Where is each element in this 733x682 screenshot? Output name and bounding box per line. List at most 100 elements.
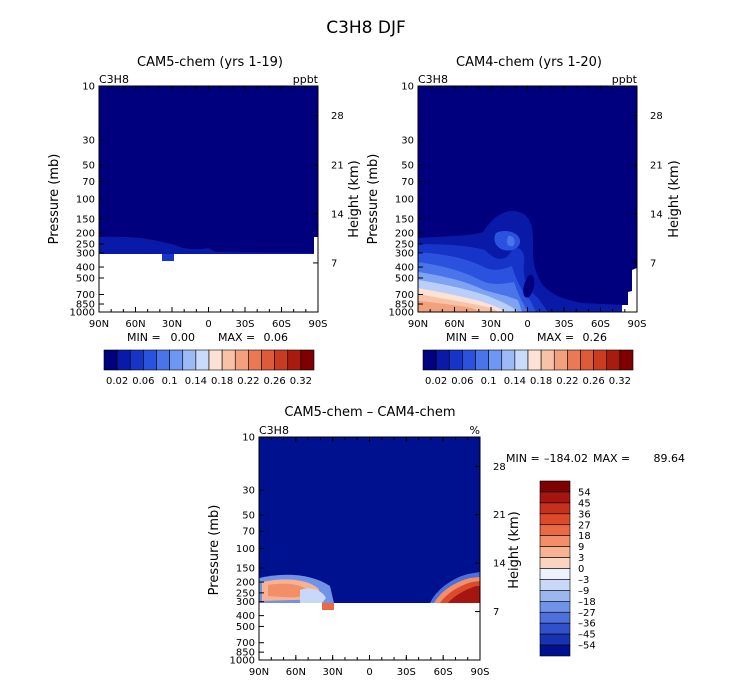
pressure-tick-label: 100 [236,544,255,555]
colorbar-swatch [539,491,571,504]
units-label: ppbt [293,73,319,86]
colorbar-swatch [539,590,571,602]
colorbar-swatch [422,349,437,371]
x-tick-label: 30S [397,667,416,678]
field-region-low [99,86,318,254]
colorbar-swatch [553,349,568,371]
colorbar-swatch [619,349,634,371]
colorbar-swatch [514,349,529,371]
x-tick-label: 30S [554,319,573,330]
x-tick-label: 60S [272,319,291,330]
height-axis-title: Height (km) [347,160,362,237]
colorbar-swatch [462,349,476,371]
colorbar-swatch [143,349,157,371]
pressure-tick-label: 70 [82,177,95,188]
height-tick-label: 21 [493,510,506,521]
height-tick-label: 21 [331,160,344,171]
colorbar-label: 0.22 [237,376,259,387]
max-value: 0.06 [264,331,289,344]
colorbar-swatch [448,349,463,371]
height-axis-title: Height (km) [507,511,522,588]
pressure-tick-label: 200 [395,229,414,240]
colorbar-label: 0.14 [185,376,207,387]
height-tick-label: 28 [493,462,506,473]
colorbar-swatch [539,546,571,558]
colorbar-swatch [287,349,302,371]
colorbar-swatch [261,349,275,371]
figure-title: C3H8 DJF [326,18,406,38]
x-tick-label: 30N [481,319,501,330]
pressure-tick-label: 300 [395,248,414,259]
colorbar-swatch [539,611,571,624]
stats-line: MIN = 0.00 MAX = 0.06 [127,331,288,344]
pressure-tick-label: 300 [76,248,95,259]
x-tick-label: 60N [125,319,145,330]
pressure-tick-label: 500 [395,273,414,284]
x-tick-label: 90N [89,319,109,330]
colorbar-swatch [248,349,262,371]
height-tick-label: 14 [650,209,663,220]
colorbar-swatch [539,502,571,515]
max-value: 89.64 [654,452,686,465]
field-region-west-positive-core [268,583,309,598]
x-tick-label: 30N [323,667,343,678]
height-tick-label: 7 [331,258,337,269]
colorbar-label: 27 [578,520,591,531]
panel-title: CAM4-chem (yrs 1-20) [456,55,602,70]
field-region-upper-core [506,235,515,247]
pressure-tick-label: 10 [242,433,255,444]
pressure-tick-label: 150 [76,214,95,225]
colorbar-swatch [221,349,236,371]
pressure-tick-label: 150 [395,214,414,225]
x-tick-label: 90N [249,667,269,678]
pressure-tick-label: 1000 [70,308,95,319]
colorbar-label: 0.32 [609,376,631,387]
x-tick-label: 60N [286,667,306,678]
colorbar-label: –9 [578,586,589,597]
pressure-tick-label: 30 [242,486,255,497]
species-label: C3H8 [99,73,129,86]
colorbar-label: –45 [578,630,596,641]
colorbar-swatch [580,349,594,371]
max-value: 0.26 [583,331,608,344]
x-tick-label: 0 [205,319,211,330]
pressure-tick-label: 850 [236,648,255,659]
max-label: MAX = [593,452,630,465]
x-tick-label: 30N [162,319,182,330]
height-axis-ticks: 28 21 14 7 [632,111,663,269]
colorbar-label: 0.02 [106,376,128,387]
min-label: MIN = [127,331,161,344]
plot-area [417,85,638,313]
species-label: C3H8 [418,73,448,86]
panel-cam5-chem: CAM5-chem (yrs 1-19) C3H8 ppbt 90N 60N 30N… [47,55,362,387]
pressure-tick-label: 150 [236,564,255,575]
height-axis-ticks: 28 21 14 7 [475,462,506,618]
colorbar-swatch [501,349,516,371]
min-value: 0.00 [490,331,515,344]
colorbar-label: 0 [578,564,584,575]
colorbar-swatch [300,349,315,371]
plot-area [98,85,319,313]
colorbar-swatch [234,349,249,371]
colorbar-swatch [539,480,571,493]
species-label: C3H8 [259,424,289,437]
pressure-tick-label: 850 [395,300,414,311]
field-region-patch [162,254,174,261]
colorbar-swatch [539,601,571,613]
units-label: ppbt [612,73,638,86]
pressure-tick-label: 400 [236,611,255,622]
colorbar-label: 0.06 [451,376,473,387]
plot-area [258,436,481,661]
field-region-west-edge [300,588,326,603]
pressure-tick-label: 700 [76,290,95,301]
field-region-level-9 [418,301,480,312]
colorbar-swatch [129,349,144,371]
colorbar-label: 0.26 [582,376,604,387]
field-region-east-positive-core [448,586,480,603]
min-value: 0.00 [171,331,196,344]
pressure-tick-label: 400 [76,263,95,274]
colorbar-swatch [435,349,450,371]
pressure-tick-label: 700 [395,290,414,301]
pressure-axis-title: Pressure (mb) [47,154,62,245]
